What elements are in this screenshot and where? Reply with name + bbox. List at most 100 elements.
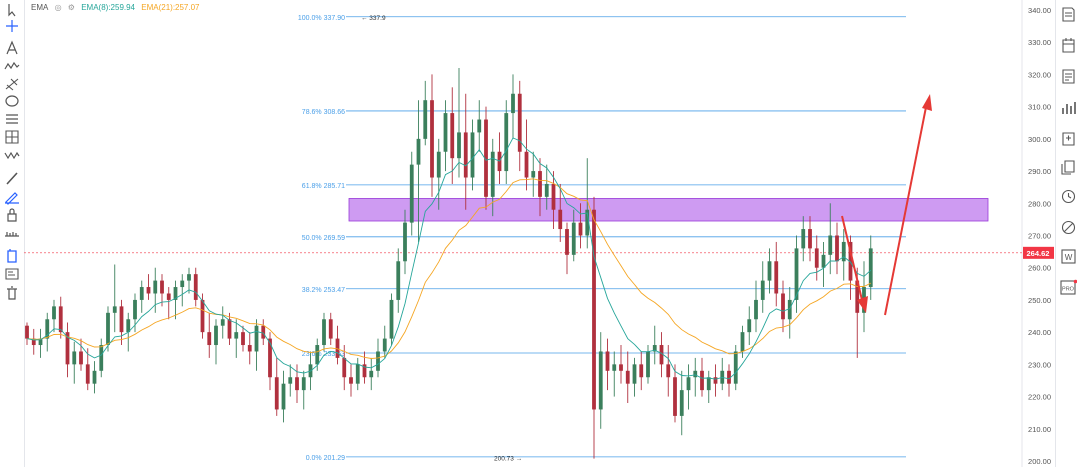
candle-body <box>193 274 198 300</box>
candle-body <box>268 338 272 378</box>
crosshair-icon[interactable] <box>3 18 21 34</box>
candle-body <box>781 293 785 320</box>
candle-body <box>315 345 320 365</box>
price-tick-label: 270.00 <box>1028 232 1051 241</box>
candle-body <box>565 229 569 255</box>
grid-icon[interactable] <box>3 129 21 145</box>
price-chart[interactable]: 340.00 330.00 320.00 310.00 300.00 290.00 280.… <box>24 0 1055 467</box>
candle-body <box>274 377 279 410</box>
alerts-icon[interactable] <box>1060 99 1077 116</box>
candle-body <box>511 93 515 114</box>
candle-body <box>342 357 347 378</box>
candle-body <box>187 274 191 281</box>
candle-body <box>632 364 637 384</box>
ema-slow-value: EMA(21):257.07 <box>141 3 200 12</box>
calendar-icon[interactable] <box>1060 37 1077 54</box>
candle-body <box>470 132 475 178</box>
candle-body <box>794 248 799 300</box>
horizontal-lines-icon[interactable] <box>3 111 21 127</box>
brush-icon[interactable] <box>3 170 21 186</box>
candle-body <box>295 377 299 391</box>
candle-body <box>153 280 158 294</box>
candle-body <box>713 377 718 384</box>
candle-body <box>241 332 245 346</box>
candle-body <box>349 377 353 384</box>
candle-body <box>214 325 218 346</box>
fib-level-label: 78.6% 308.66 <box>302 109 345 116</box>
watchlist-icon[interactable] <box>1060 6 1077 23</box>
candle-body <box>517 93 522 152</box>
projection-arrow-down-head <box>857 296 868 313</box>
chart-stats-icon[interactable] <box>1060 130 1077 147</box>
candle-body <box>166 293 171 300</box>
ema-slow-line <box>26 178 872 359</box>
candle-body <box>767 261 772 281</box>
news-icon[interactable] <box>1060 68 1077 85</box>
candle-body <box>396 261 401 300</box>
candle-body <box>504 113 509 172</box>
indicator-name: EMA <box>31 3 49 12</box>
settings-icon[interactable]: ⚙ <box>67 3 75 12</box>
candle-body <box>376 351 380 371</box>
price-tick-label: 330.00 <box>1028 38 1051 47</box>
wave-icon[interactable] <box>3 147 21 163</box>
eye-icon[interactable]: ◎ <box>54 3 62 12</box>
candle-body <box>355 364 360 384</box>
price-tick-label: 260.00 <box>1028 264 1051 273</box>
candle-body <box>119 306 124 333</box>
right-sidebar-toolbar: W PRO <box>1055 0 1080 467</box>
indicator-legend: EMA ◎ ⚙ EMA(8):259.94 EMA(21):257.07 <box>31 3 204 15</box>
cursor-icon[interactable] <box>3 2 21 18</box>
candle-body <box>592 209 596 410</box>
text-icon[interactable] <box>3 40 21 56</box>
candle-body <box>578 222 583 236</box>
candle-body <box>524 151 529 178</box>
image-list-icon[interactable] <box>3 266 21 282</box>
candle-body <box>99 345 104 371</box>
candle-body <box>443 113 448 152</box>
price-tick-label: 280.00 <box>1028 199 1051 208</box>
add-panel-icon[interactable] <box>1060 158 1077 175</box>
candle-body <box>814 248 819 268</box>
candle-body <box>126 319 131 333</box>
hide-icon[interactable] <box>1060 219 1077 236</box>
projection-arrow-down <box>841 215 863 301</box>
candle-body <box>85 364 90 384</box>
pencil-icon[interactable] <box>3 189 21 205</box>
price-tick-label: 240.00 <box>1028 328 1051 337</box>
candle-body <box>389 299 394 339</box>
candle-body <box>173 287 178 300</box>
projection-arrow-up-head <box>922 94 932 111</box>
ellipse-icon[interactable] <box>3 93 21 109</box>
candle-body <box>571 222 576 255</box>
candle-body <box>227 319 232 339</box>
candle-body <box>693 370 698 378</box>
candle-body <box>706 377 711 391</box>
pro-icon[interactable]: PRO <box>1060 279 1077 296</box>
candle-body <box>828 235 833 255</box>
candle-body <box>430 100 434 178</box>
pattern-icon[interactable] <box>3 58 21 74</box>
candle-body <box>79 351 83 365</box>
candle-body <box>288 377 293 384</box>
candle-body <box>133 299 137 320</box>
lock-icon[interactable] <box>3 207 21 223</box>
trend-line-icon[interactable] <box>3 76 21 92</box>
price-tick-label: 310.00 <box>1028 103 1051 112</box>
candle-body <box>403 222 407 262</box>
candle-body <box>423 100 428 139</box>
price-tick-label: 210.00 <box>1028 425 1051 434</box>
price-tick-label: 290.00 <box>1028 167 1051 176</box>
candle-body <box>65 332 70 365</box>
swing-high-label: ← 337.9 <box>361 15 386 22</box>
candle-body <box>605 351 610 371</box>
current-price-tag <box>1023 246 1054 259</box>
pro-label: PRO <box>1062 287 1075 293</box>
whiteboard-icon[interactable]: W <box>1060 248 1077 265</box>
trash-icon[interactable] <box>3 285 21 301</box>
fib-level-label: 0.0% 201.29 <box>306 455 345 462</box>
layers-icon[interactable] <box>3 248 21 264</box>
clock-icon[interactable] <box>1060 188 1077 205</box>
candle-body <box>679 390 684 416</box>
ruler-icon[interactable] <box>3 226 21 242</box>
